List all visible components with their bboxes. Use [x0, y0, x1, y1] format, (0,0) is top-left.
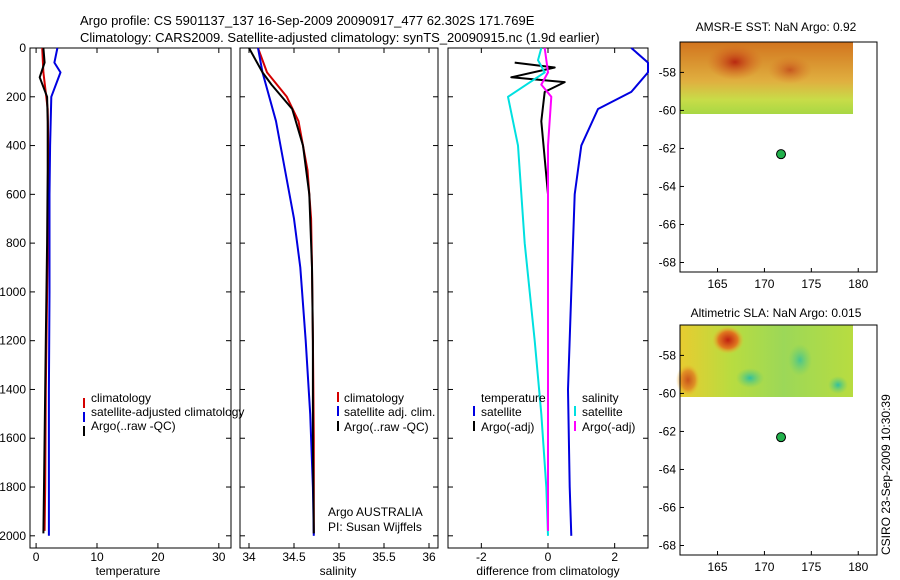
temperature-legend: climatology satellite-adjusted climatolo…: [83, 391, 244, 436]
legend-label-satellite: satellite adj. clim.: [344, 405, 435, 419]
x-tick-label: 34.5: [282, 550, 306, 564]
legend-label-satellite-adjusted: satellite-adjusted climatology: [91, 405, 244, 419]
salinity-panel: 34 34.5 35 35.5 36 salinity climatology sate…: [239, 47, 439, 578]
sst-map-frame: [679, 41, 878, 273]
map-y-tick-label: -58: [659, 65, 677, 79]
difference-legend: temperature salinity satellite Argo(-adj…: [473, 391, 635, 434]
y-tick-label: 2000: [0, 529, 26, 543]
map-y-tick-label: -64: [659, 462, 677, 476]
map-y-tick-label: -66: [659, 500, 677, 514]
x-tick-label: 30: [212, 550, 226, 564]
principal-investigator-note: PI: Susan Wijffels: [328, 520, 422, 534]
map-y-tick-label: -64: [659, 179, 677, 193]
x-tick-label: 10: [90, 550, 104, 564]
figure-title-line1: Argo profile: CS 5901137_137 16-Sep-2009…: [80, 13, 535, 28]
sla-low-anomaly: [736, 368, 764, 388]
map-y-tick-label: -66: [659, 217, 677, 231]
series-line-argo-raw-qc: [38, 47, 49, 534]
y-tick-label: 1200: [0, 334, 26, 348]
sst-float-marker: [776, 149, 787, 160]
legend-label-sal-argo: Argo(-adj): [582, 420, 635, 434]
sla-map: Altimetric SLA: NaN Argo: 0.015 165 170 17…: [659, 306, 878, 574]
series-line-climatology: [257, 47, 315, 534]
legend-label-temp-satellite: satellite: [481, 405, 522, 419]
x-tick-label: 34: [242, 550, 256, 564]
y-tick-label: 1000: [0, 285, 26, 299]
argo-program-note: Argo AUSTRALIA: [328, 505, 423, 519]
legend-label-temp-argo: Argo(-adj): [481, 420, 534, 434]
sla-map-frame: [679, 324, 878, 556]
salinity-panel-frame: [239, 47, 439, 549]
x-tick-label: 0: [545, 550, 552, 564]
y-tick-label: 200: [6, 90, 26, 104]
map-x-tick-label: 180: [848, 560, 868, 574]
series-line-satellite-adj-clim: [257, 47, 315, 536]
sla-float-marker: [776, 432, 787, 443]
y-tick-label: 800: [6, 236, 26, 250]
credit-stamp: CSIRO 23-Sep-2009 10:30:39: [879, 394, 893, 555]
legend-label-argo: Argo(..raw -QC): [344, 420, 429, 434]
y-tick-label: 600: [6, 187, 26, 201]
legend-label-sal-satellite: satellite: [582, 405, 623, 419]
map-x-tick-label: 170: [754, 277, 774, 291]
series-line-satellite-adjusted-climatology: [47, 47, 62, 536]
x-tick-label: 20: [151, 550, 165, 564]
legend-label-argo: Argo(..raw -QC): [91, 419, 176, 433]
x-tick-label: 36: [422, 550, 436, 564]
map-x-tick-label: 175: [801, 277, 821, 291]
sla-map-title: Altimetric SLA: NaN Argo: 0.015: [691, 306, 862, 320]
x-tick-label: 0: [33, 550, 40, 564]
x-tick-label: 35.5: [372, 550, 396, 564]
y-tick-label: 400: [6, 139, 26, 153]
y-tick-label: 1400: [0, 382, 26, 396]
x-tick-label: 2: [611, 550, 618, 564]
legend-label-climatology: climatology: [91, 391, 151, 405]
sla-low-anomaly-2: [788, 344, 812, 376]
series-line-temperature-argo-adj: [510, 61, 566, 531]
x-tick-label: 35: [332, 550, 346, 564]
sst-map: AMSR-E SST: NaN Argo: 0.92: [659, 20, 878, 291]
series-line-salinity-satellite: [507, 47, 549, 536]
map-x-tick-label: 170: [754, 560, 774, 574]
sst-field: [680, 42, 853, 114]
figure-title-line2: Climatology: CARS2009. Satellite-adjuste…: [80, 30, 600, 45]
map-y-tick-label: -58: [659, 348, 677, 362]
y-tick-label: 1600: [0, 431, 26, 445]
difference-panel: -2 0 2 difference from climatology tempera…: [447, 47, 649, 578]
map-y-tick-label: -68: [659, 538, 677, 552]
map-y-tick-label: -60: [659, 103, 677, 117]
sla-high-anomaly: [712, 326, 744, 354]
map-x-tick-label: 165: [708, 277, 728, 291]
legend-heading-temperature: temperature: [481, 391, 546, 405]
salinity-axis-label: salinity: [320, 564, 357, 578]
temperature-panel-frame: [29, 47, 232, 549]
map-y-tick-label: -62: [659, 141, 677, 155]
sla-field: [680, 325, 853, 397]
sla-low-anomaly-3: [828, 376, 848, 394]
legend-heading-salinity: salinity: [582, 391, 619, 405]
sst-warm-anomaly: [707, 44, 763, 80]
difference-axis-label: difference from climatology: [476, 564, 619, 578]
map-x-tick-label: 165: [708, 560, 728, 574]
map-x-tick-label: 175: [801, 560, 821, 574]
y-tick-label: 1800: [0, 480, 26, 494]
map-y-tick-label: -62: [659, 424, 677, 438]
map-y-tick-label: -60: [659, 386, 677, 400]
series-line-temperature-satellite: [567, 47, 649, 536]
sst-warm-anomaly-2: [768, 56, 812, 84]
x-tick-label: -2: [476, 550, 487, 564]
map-x-tick-label: 180: [848, 277, 868, 291]
sst-map-title: AMSR-E SST: NaN Argo: 0.92: [696, 20, 857, 34]
temperature-panel: 0 10 20 30 temperature climatology satellit…: [0, 41, 244, 578]
series-line-salinity-argo-adj: [540, 47, 553, 531]
map-y-tick-label: -68: [659, 255, 677, 269]
y-tick-label: 0: [19, 41, 26, 55]
legend-label-climatology: climatology: [344, 391, 404, 405]
temperature-axis-label: temperature: [96, 564, 161, 578]
salinity-legend: climatology satellite adj. clim. Argo(..…: [337, 391, 435, 434]
sla-high-anomaly-2: [676, 364, 700, 396]
series-line-argo-raw-qc: [248, 47, 315, 534]
